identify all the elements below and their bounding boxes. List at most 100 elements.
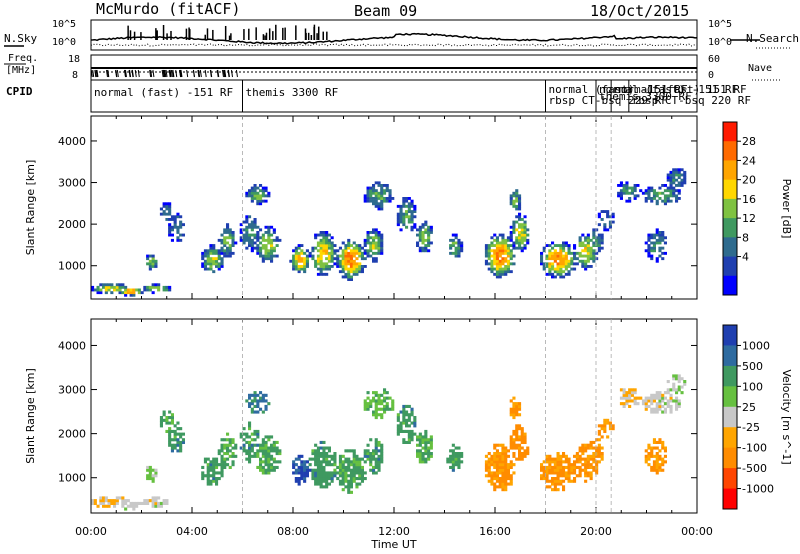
velocity-cell	[383, 407, 387, 411]
power-cell	[330, 265, 334, 268]
velocity-cell	[625, 399, 629, 403]
colorbar-tick-label: 1000	[742, 339, 770, 352]
velocity-cell	[672, 399, 676, 403]
power-cell	[518, 194, 522, 198]
power-cell	[523, 244, 527, 247]
velocity-cell	[567, 471, 571, 475]
velocity-cell	[600, 457, 604, 461]
power-cell	[509, 231, 513, 234]
velocity-cell	[360, 468, 364, 472]
velocity-cell	[336, 465, 340, 469]
velocity-cell	[551, 465, 555, 469]
velocity-cell	[363, 407, 367, 411]
velocity-cell	[405, 424, 409, 428]
power-cell	[344, 251, 348, 255]
velocity-cell	[451, 449, 455, 453]
velocity-cell	[377, 460, 381, 464]
freq-label-1: Freq.	[8, 53, 39, 64]
velocity-cell	[372, 454, 376, 458]
velocity-cell	[104, 499, 108, 503]
velocity-cell	[518, 449, 522, 453]
power-cell	[355, 265, 359, 268]
velocity-cell	[675, 374, 679, 378]
power-cell	[305, 254, 309, 258]
power-cell	[454, 249, 458, 253]
power-cell	[113, 285, 117, 289]
velocity-cell	[523, 454, 527, 458]
freq-tick-noise	[221, 69, 224, 78]
power-cell	[663, 189, 667, 193]
power-cell	[110, 283, 114, 287]
power-cell	[493, 272, 497, 276]
velocity-cell	[369, 454, 373, 458]
power-cell	[520, 218, 524, 221]
velocity-cell	[256, 465, 260, 469]
velocity-cell	[542, 460, 546, 464]
velocity-cell	[396, 429, 400, 433]
power-cell	[523, 238, 527, 242]
power-cell	[168, 212, 172, 216]
power-cell	[179, 238, 183, 242]
velocity-cell	[647, 404, 651, 408]
power-cell	[352, 267, 356, 271]
power-cell	[661, 238, 665, 242]
power-cell	[259, 251, 263, 255]
power-cell	[203, 254, 207, 258]
power-cell	[148, 265, 152, 268]
velocity-cell	[504, 482, 508, 486]
power-cell	[374, 257, 378, 261]
power-cell	[135, 288, 139, 292]
power-cell	[217, 265, 221, 268]
power-cell	[319, 270, 323, 274]
velocity-cell	[96, 504, 100, 508]
velocity-cell	[272, 443, 276, 447]
velocity-cell	[270, 449, 274, 453]
velocity-cell	[495, 457, 499, 461]
velocity-cell	[512, 416, 516, 420]
velocity-cell	[658, 396, 662, 400]
power-cell	[504, 238, 508, 242]
power-cell	[203, 251, 207, 255]
velocity-cell	[209, 474, 213, 478]
velocity-cell	[358, 463, 362, 467]
power-cell	[374, 197, 378, 200]
velocity-cell	[592, 454, 596, 458]
power-cell	[327, 244, 331, 247]
power-cell	[294, 262, 298, 266]
velocity-cell	[556, 460, 560, 464]
velocity-cell	[427, 457, 431, 461]
power-cell	[220, 262, 224, 266]
velocity-cell	[168, 435, 172, 439]
power-cell	[675, 189, 679, 193]
velocity-cell	[520, 454, 524, 458]
velocity-cell	[675, 391, 679, 395]
velocity-cell	[319, 465, 323, 469]
power-cell	[407, 207, 411, 211]
velocity-cell	[592, 440, 596, 444]
velocity-cell	[264, 435, 268, 439]
power-cell	[168, 218, 172, 221]
velocity-cell	[314, 479, 318, 483]
velocity-cell	[675, 377, 679, 381]
power-cell	[490, 259, 494, 263]
power-cell	[578, 236, 582, 240]
velocity-cell	[402, 407, 406, 411]
velocity-cell	[369, 402, 373, 406]
power-cell	[217, 238, 221, 242]
velocity-cell	[259, 460, 263, 464]
velocity-cell	[170, 416, 174, 420]
velocity-cell	[168, 416, 172, 420]
velocity-cell	[245, 452, 249, 456]
power-cell	[303, 251, 307, 255]
power-cell	[650, 241, 654, 245]
velocity-cell	[223, 457, 227, 461]
power-cell	[424, 246, 428, 250]
power-cell	[512, 194, 516, 198]
power-cell	[666, 189, 670, 193]
power-cell	[256, 197, 260, 200]
power-cell	[523, 236, 527, 240]
power-cell	[551, 257, 555, 261]
velocity-cell	[427, 454, 431, 458]
velocity-cell	[383, 396, 387, 400]
power-cell	[358, 265, 362, 268]
